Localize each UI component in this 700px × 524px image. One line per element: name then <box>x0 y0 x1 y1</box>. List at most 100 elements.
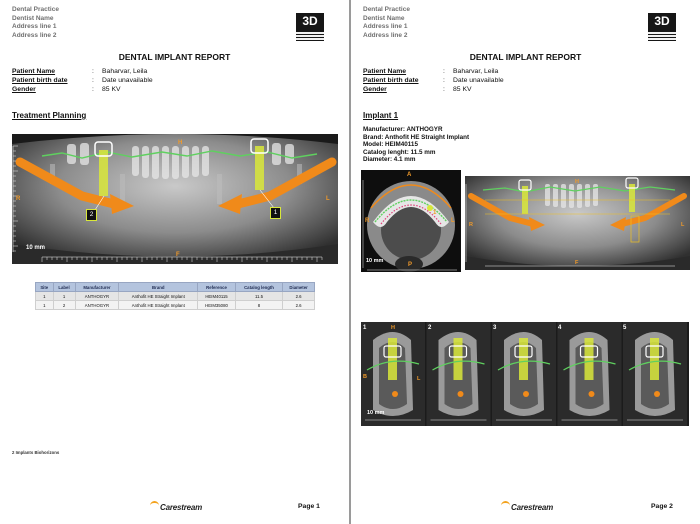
gender-label: Gender <box>363 86 387 93</box>
patient-name-value: Baharvar, Leila <box>102 68 148 75</box>
practice-line: Address line 2 <box>363 31 408 39</box>
table-cell: Anthofit HE Straight Implant <box>118 291 199 301</box>
implant-specs: Manufacturer: ANTHOGYR Brand: Anthofit H… <box>363 126 469 164</box>
report-page-1: Dental Practice Dentist Name Address lin… <box>0 0 349 524</box>
report-title: DENTAL IMPLANT REPORT <box>469 52 582 62</box>
carestream-mark-icon <box>150 501 159 509</box>
practice-line: Address line 1 <box>363 23 408 30</box>
table-cell: 1 <box>35 291 54 301</box>
spec-line: Diameter: 4.1 mm <box>363 156 416 164</box>
table-cell: HEIM35080 <box>197 300 236 310</box>
cross-section-number[interactable]: 1 <box>363 325 367 331</box>
table-cell: 8 <box>234 300 284 310</box>
table-cell: 11.5 <box>234 291 284 301</box>
cross-section-number[interactable]: 3 <box>493 325 497 331</box>
table-cell: 2.6 <box>282 291 315 301</box>
table-cell: 2.6 <box>282 300 315 310</box>
table-header: Brand <box>118 282 199 292</box>
patient-info: Patient Name: Baharvar, Leila Patient bir… <box>363 67 504 94</box>
table-header: Diameter <box>282 282 315 292</box>
implant-label-2[interactable]: 2 <box>86 209 97 221</box>
spec-line: Catalog lenght: 11.5 mm <box>363 148 436 156</box>
orientation-right-label: R <box>16 196 21 202</box>
carestream-logo: Carestream <box>150 501 202 512</box>
axial-top-label: A <box>407 172 412 178</box>
separator: : <box>92 86 94 93</box>
3d-logo: 3D <box>296 13 324 41</box>
table-cell: ANTHOGYR <box>74 291 120 301</box>
cross-section-right-label: L <box>417 376 421 382</box>
orientation-bottom-label: F <box>176 252 180 258</box>
table-header: Label <box>52 282 76 292</box>
cross-section-number[interactable]: 4 <box>558 325 562 331</box>
separator: : <box>443 77 445 84</box>
cross-section-number[interactable]: 5 <box>623 325 627 331</box>
axial-scale-label: 10 mm <box>366 258 384 264</box>
practice-line: Dental Practice <box>363 6 410 13</box>
practice-line: Dentist Name <box>363 14 405 22</box>
cross-section-panel[interactable] <box>361 322 425 426</box>
table-header: Catalog length <box>234 282 284 292</box>
cross-section-panel[interactable] <box>492 322 556 426</box>
pano-bottom-label: F <box>575 260 579 266</box>
panoramic-xray[interactable]: R L H F 2 1 10 mm <box>12 134 338 264</box>
practice-line: Dental Practice <box>12 6 59 13</box>
patient-name-value: Baharvar, Leila <box>453 68 499 75</box>
gender-value: 85 KV <box>102 86 121 93</box>
page-number: Page 1 <box>298 503 320 510</box>
implant-table: Site Label Manufacturer Brand Reference … <box>35 282 315 310</box>
separator: : <box>443 68 445 75</box>
pano-left-label: R <box>469 222 473 228</box>
carestream-logo: Carestream <box>501 501 553 512</box>
section-title: Implant 1 <box>363 111 399 120</box>
cross-section-panel[interactable] <box>426 322 491 426</box>
table-cell: 1 <box>35 300 54 310</box>
patient-name-label: Patient Name <box>363 68 407 75</box>
cross-sections: 1 2 3 4 5 H B L 10 mm <box>361 322 689 426</box>
separator: : <box>92 77 94 84</box>
carestream-mark-icon <box>501 501 510 509</box>
gender-label: Gender <box>12 86 36 93</box>
table-cell: HEIM40115 <box>197 291 236 301</box>
cross-section-number[interactable]: 2 <box>428 325 432 331</box>
table-header: Manufacturer <box>74 282 120 292</box>
table-header: Site <box>35 282 54 292</box>
axial-implant-marker: 1 <box>433 210 437 216</box>
page-number: Page 2 <box>651 503 673 510</box>
axial-bottom-label: P <box>408 262 413 268</box>
table-cell: 2 <box>52 300 76 310</box>
table-row: 1 1 ANTHOGYR Anthofit HE Straight Implan… <box>35 291 315 301</box>
report-page-2: Dental Practice Dentist Name Address lin… <box>351 0 700 524</box>
cross-section-left-label: B <box>363 374 367 380</box>
cross-section-top-label: H <box>391 325 395 331</box>
separator: : <box>92 68 94 75</box>
table-cell: ANTHOGYR <box>74 300 120 310</box>
patient-name-label: Patient Name <box>12 68 56 75</box>
practice-address: Dental Practice Dentist Name Address lin… <box>12 6 59 40</box>
report-title: DENTAL IMPLANT REPORT <box>118 52 231 62</box>
3d-logo: 3D <box>648 13 676 41</box>
footnote: 2 Implants Biohorizons <box>12 450 60 455</box>
axial-right-label: L <box>451 218 455 224</box>
birth-date-value: Date unavailable <box>102 77 153 84</box>
patient-info: Patient Name: Baharvar, Leila Patient bir… <box>12 67 153 94</box>
axial-left-label: R <box>365 218 370 224</box>
implant-panoramic[interactable]: H R L F <box>465 176 690 270</box>
cross-section-scale: 10 mm <box>367 410 385 416</box>
practice-line: Address line 2 <box>12 31 57 39</box>
implant-label-1[interactable]: 1 <box>270 207 281 219</box>
table-cell: Anthofit HE Straight Implant <box>118 300 199 310</box>
spec-line: Model: HEIM40115 <box>363 141 418 149</box>
pano-right-label: L <box>681 222 685 228</box>
brand-name: Carestream <box>511 503 554 512</box>
practice-line: Address line 1 <box>12 23 57 30</box>
cross-section-panel[interactable] <box>623 322 687 426</box>
3d-logo-text: 3D <box>654 14 670 28</box>
axial-view[interactable]: A R L P 1 10 mm <box>361 170 461 272</box>
practice-address: Dental Practice Dentist Name Address lin… <box>363 6 410 40</box>
table-cell: 1 <box>52 291 76 301</box>
birth-date-label: Patient birth date <box>12 77 68 84</box>
table-row: 1 2 ANTHOGYR Anthofit HE Straight Implan… <box>35 300 315 310</box>
cross-section-panel[interactable] <box>557 322 622 426</box>
birth-date-label: Patient birth date <box>363 77 419 84</box>
